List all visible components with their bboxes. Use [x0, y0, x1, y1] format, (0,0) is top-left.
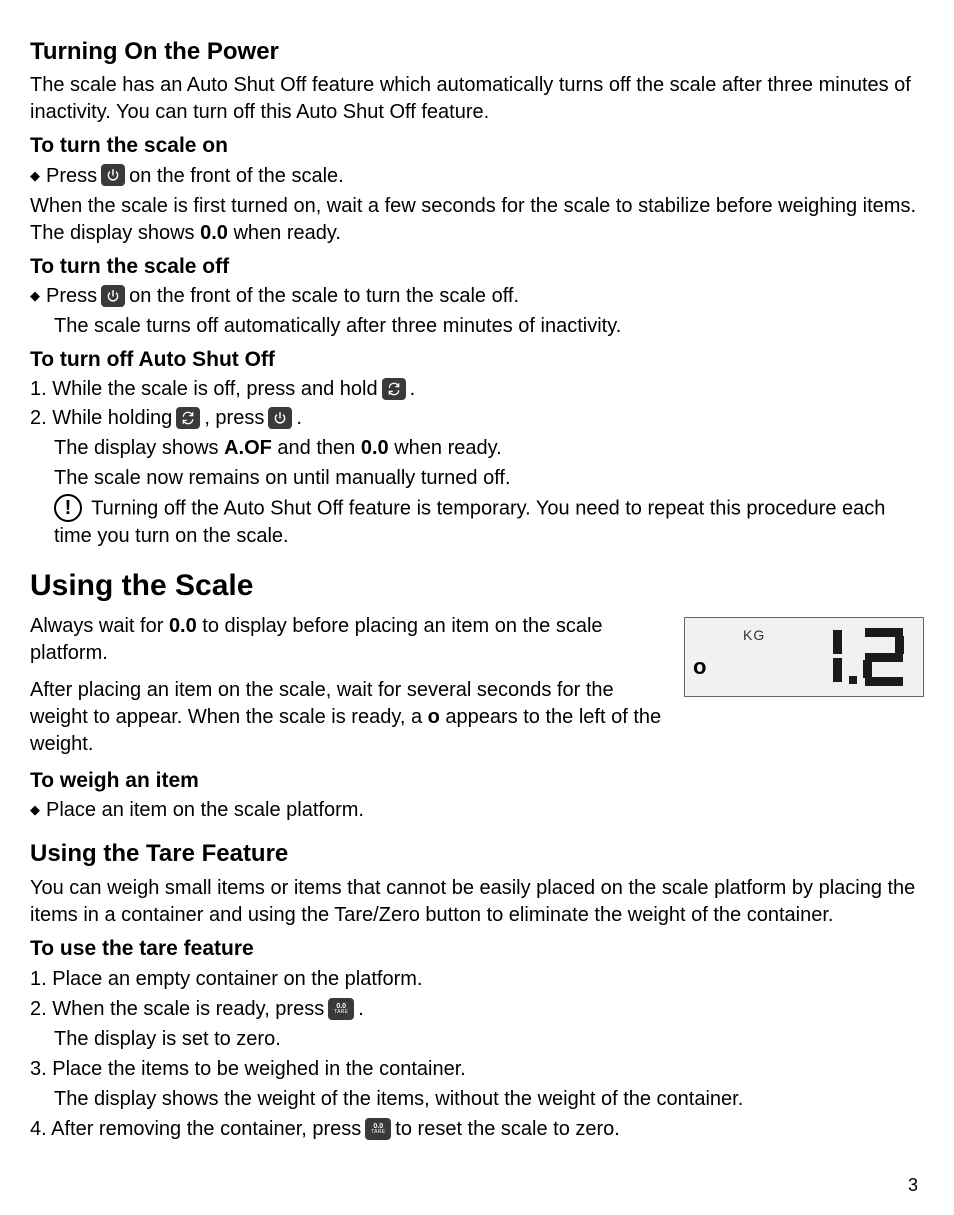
- turn-off-text-pre: Press: [46, 283, 97, 310]
- lcd-indicator: o: [693, 652, 706, 682]
- auto-step1-post: .: [410, 376, 416, 403]
- subheading-use-tare: To use the tare feature: [30, 935, 924, 963]
- tare-btn-line2: TARE: [334, 1010, 348, 1015]
- units-button-icon: [176, 407, 200, 429]
- auto-warn-text: Turning off the Auto Shut Off feature is…: [54, 498, 885, 548]
- tare-step4-post: to reset the scale to zero.: [395, 1116, 620, 1143]
- bullet-diamond-icon: ◆: [30, 289, 40, 302]
- auto-step2-pre: 2. While holding: [30, 405, 172, 432]
- auto-step1-pre: 1. While the scale is off, press and hol…: [30, 376, 378, 403]
- auto-step2-post: .: [296, 405, 302, 432]
- lcd-display-illustration: o KG: [684, 617, 924, 697]
- auto-step-1: 1. While the scale is off, press and hol…: [30, 376, 924, 403]
- subheading-turn-on: To turn the scale on: [30, 132, 924, 160]
- page-number: 3: [908, 1173, 918, 1197]
- turn-off-bullet: ◆ Press on the front of the scale to tur…: [30, 283, 924, 310]
- power-button-icon: [101, 285, 125, 307]
- tare-btn-line2: TARE: [371, 1130, 385, 1135]
- tare-button-icon: 0.0 TARE: [365, 1118, 391, 1140]
- section-heading-using: Using the Scale: [30, 566, 924, 607]
- tare-step2-result: The display is set to zero.: [54, 1026, 924, 1053]
- lcd-digits: [813, 624, 913, 698]
- tare-step3-result: The display shows the weight of the item…: [54, 1086, 924, 1113]
- important-icon: !: [54, 494, 82, 522]
- weigh-bullet: ◆ Place an item on the scale platform.: [30, 797, 924, 824]
- turn-on-after-bold: 0.0: [200, 222, 228, 244]
- auto-warning: ! Turning off the Auto Shut Off feature …: [54, 495, 924, 550]
- auto-step-2: 2. While holding , press .: [30, 405, 924, 432]
- using-p2-bold: o: [428, 706, 440, 728]
- tare-step-4: 4. After removing the container, press 0…: [30, 1116, 924, 1143]
- auto-result-1: The display shows A.OF and then 0.0 when…: [54, 435, 924, 462]
- turn-on-after-b: when ready.: [228, 222, 341, 244]
- tare-step-3: 3. Place the items to be weighed in the …: [30, 1056, 924, 1083]
- power-intro: The scale has an Auto Shut Off feature w…: [30, 72, 924, 126]
- subheading-auto-off: To turn off Auto Shut Off: [30, 346, 924, 374]
- bullet-diamond-icon: ◆: [30, 169, 40, 182]
- tare-step2-pre: 2. When the scale is ready, press: [30, 996, 324, 1023]
- auto-res1-mid: and then: [272, 437, 361, 459]
- section-heading-power: Turning On the Power: [30, 36, 924, 68]
- using-p1-bold: 0.0: [169, 615, 197, 637]
- auto-step2-mid: , press: [204, 405, 264, 432]
- tare-step2-post: .: [358, 996, 364, 1023]
- weigh-bullet-text: Place an item on the scale platform.: [46, 797, 364, 824]
- bullet-diamond-icon: ◆: [30, 803, 40, 816]
- turn-on-bullet: ◆ Press on the front of the scale.: [30, 163, 924, 190]
- lcd-unit: KG: [743, 626, 765, 645]
- tare-button-icon: 0.0 TARE: [328, 998, 354, 1020]
- tare-step-1: 1. Place an empty container on the platf…: [30, 966, 924, 993]
- subheading-turn-off: To turn the scale off: [30, 253, 924, 281]
- tare-step4-pre: 4. After removing the container, press: [30, 1116, 361, 1143]
- turn-off-text-post: on the front of the scale to turn the sc…: [129, 283, 519, 310]
- auto-res1-a: The display shows: [54, 437, 224, 459]
- using-p1-a: Always wait for: [30, 615, 169, 637]
- turn-on-after: When the scale is first turned on, wait …: [30, 193, 924, 247]
- power-button-icon: [101, 164, 125, 186]
- tare-intro: You can weigh small items or items that …: [30, 875, 924, 929]
- turn-off-note: The scale turns off automatically after …: [54, 313, 924, 340]
- auto-res1-c: when ready.: [389, 437, 502, 459]
- units-button-icon: [382, 378, 406, 400]
- auto-res1-b1: A.OF: [224, 437, 272, 459]
- turn-on-text-post: on the front of the scale.: [129, 163, 344, 190]
- tare-step-2: 2. When the scale is ready, press 0.0 TA…: [30, 996, 924, 1023]
- turn-on-after-a: When the scale is first turned on, wait …: [30, 195, 916, 244]
- auto-result-2: The scale now remains on until manually …: [54, 465, 924, 492]
- section-heading-tare: Using the Tare Feature: [30, 838, 924, 870]
- subheading-weigh: To weigh an item: [30, 767, 924, 795]
- turn-on-text-pre: Press: [46, 163, 97, 190]
- auto-res1-b2: 0.0: [361, 437, 389, 459]
- power-button-icon: [268, 407, 292, 429]
